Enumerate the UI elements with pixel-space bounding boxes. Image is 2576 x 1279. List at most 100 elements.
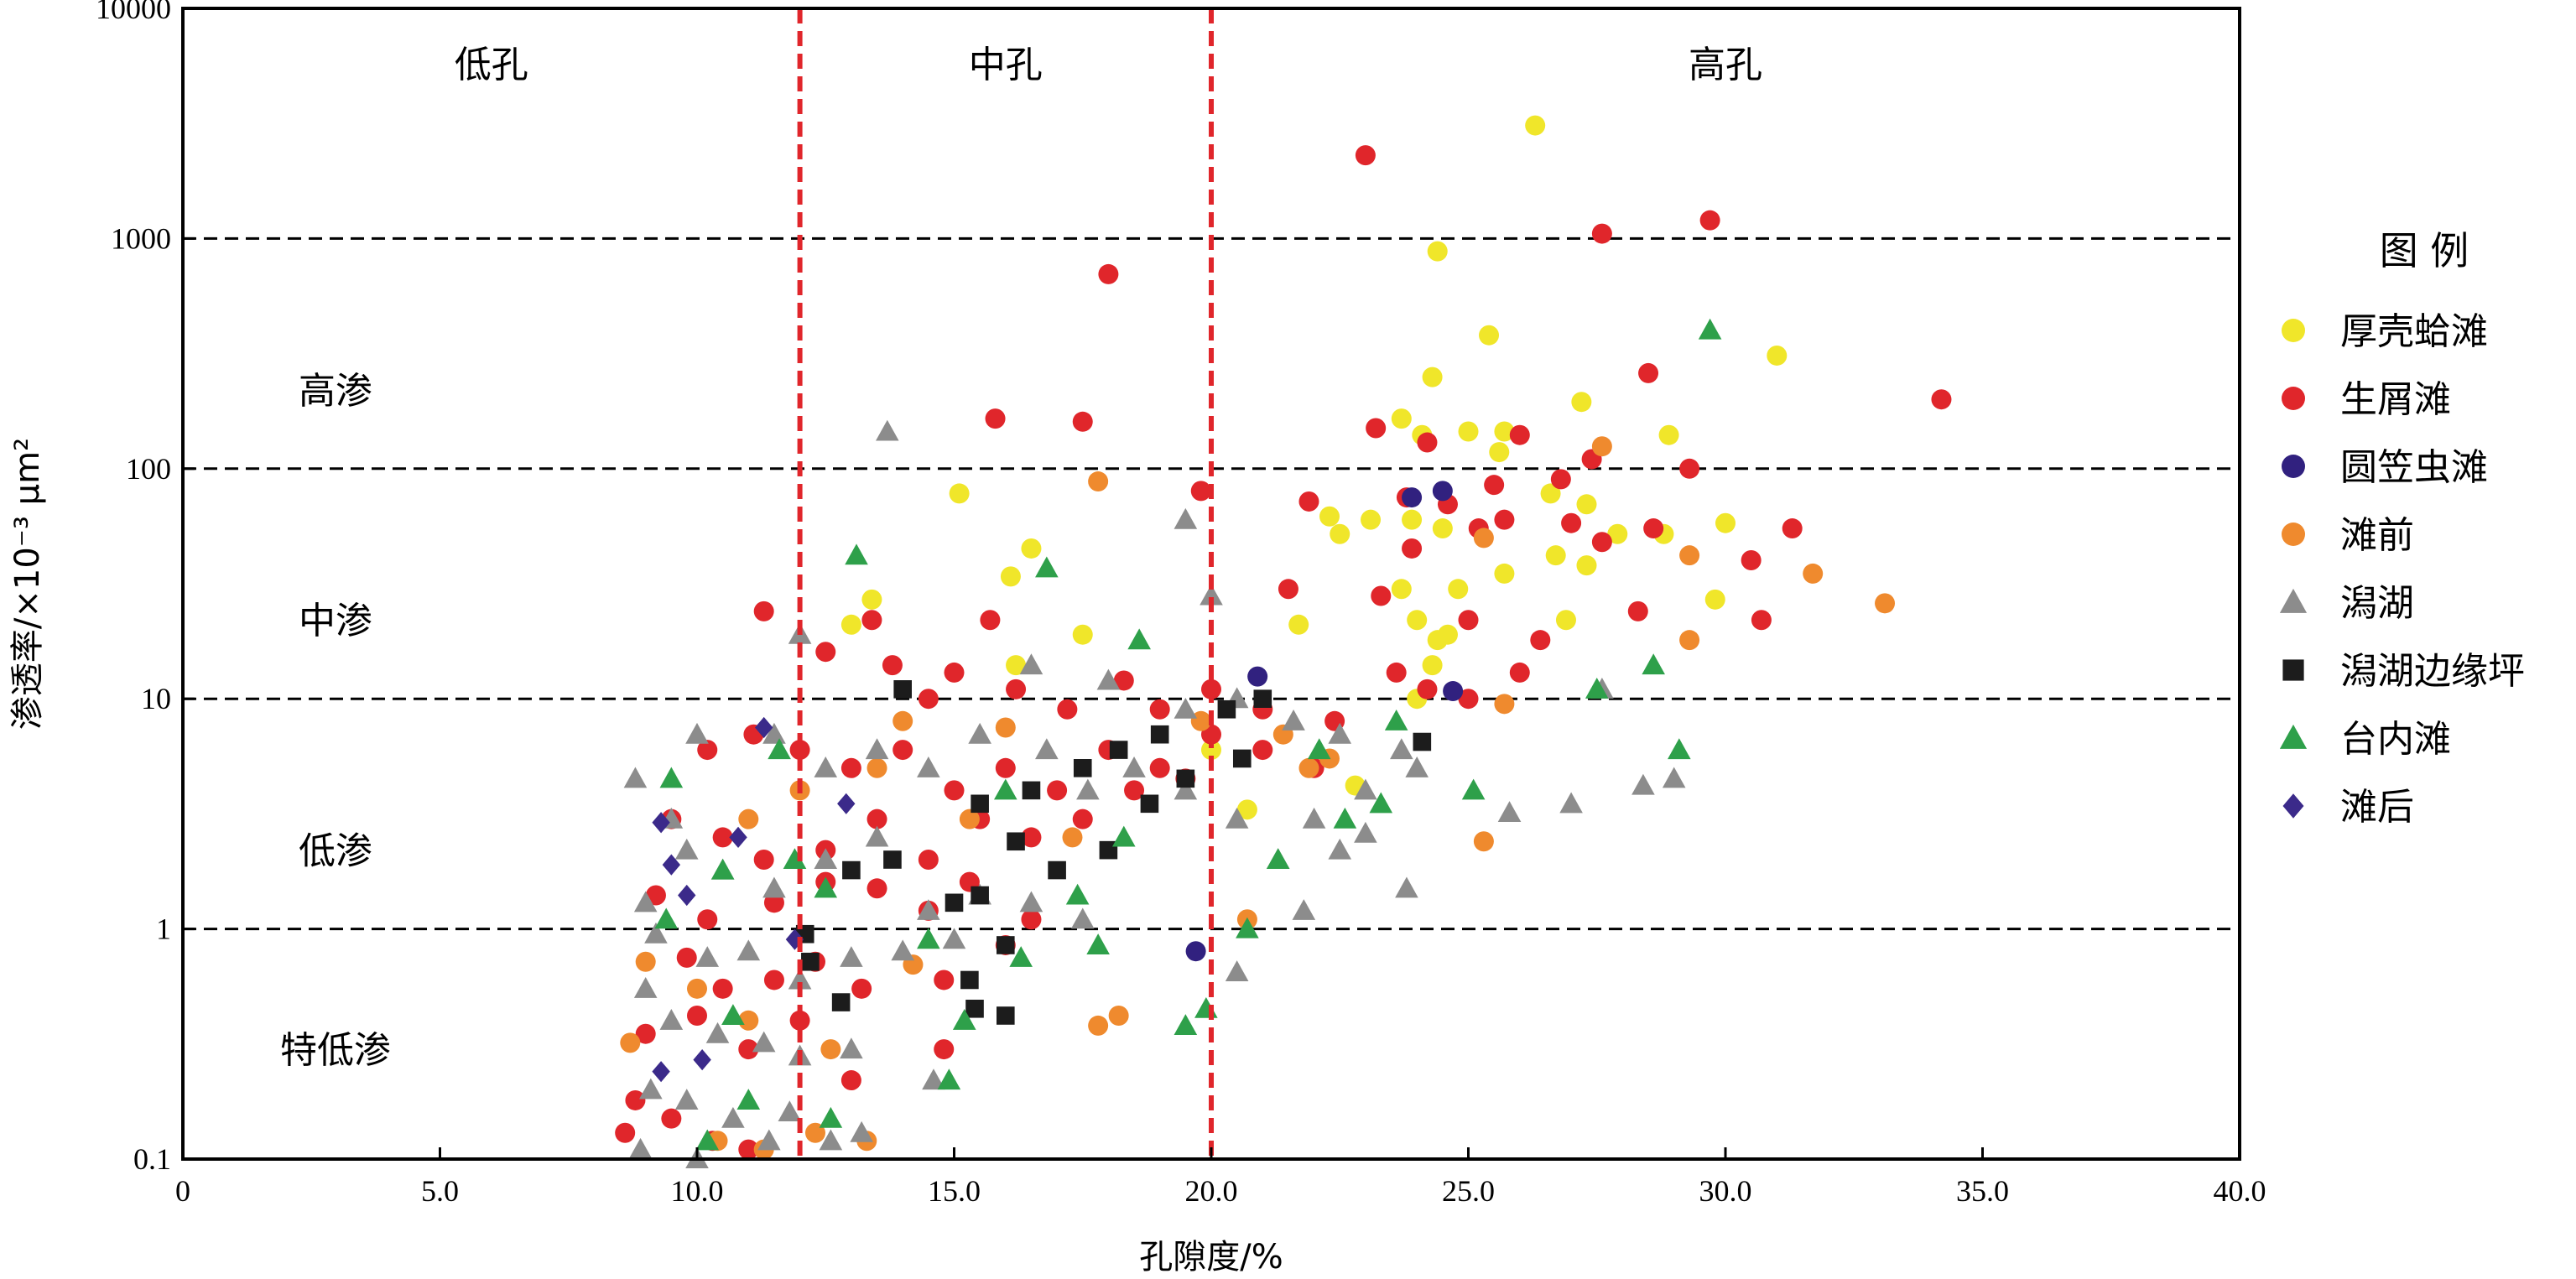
data-point [1458,421,1479,442]
data-point [1417,678,1438,699]
legend-marker [2282,319,2305,342]
data-point [820,1039,841,1060]
data-point [917,899,940,920]
data-point [944,662,965,683]
data-point [865,738,889,760]
data-point [762,722,786,744]
data-point [1190,481,1211,502]
data-point [1405,756,1429,777]
data-points [615,115,1952,1169]
data-point [1461,778,1486,800]
data-point [1072,411,1093,432]
data-point [1140,794,1159,814]
data-point [1679,630,1700,651]
data-point [752,1031,776,1053]
data-point [1555,610,1576,631]
data-point [1402,538,1423,559]
data-point [1931,389,1952,410]
data-point [861,589,882,610]
data-point [1236,799,1257,820]
data-point [917,928,940,949]
data-point [1704,589,1725,610]
data-point [918,849,939,870]
data-point [876,419,899,441]
data-point [959,808,980,829]
data-point [814,756,838,777]
legend-marker [2279,724,2308,749]
legend-title: 图 例 [2380,228,2469,273]
data-point [1354,778,1377,800]
data-point [965,999,984,1018]
data-point [652,812,670,834]
data-point [635,1023,656,1044]
y-tick-label: 10 [141,682,171,715]
data-point [1432,481,1453,502]
data-point [625,1089,646,1110]
legend-marker [2282,659,2304,681]
data-point [971,886,989,905]
legend-label: 潟湖边缘坪 [2340,650,2525,693]
data-point [1065,883,1090,905]
data-point [1174,778,1198,800]
data-point [804,1122,825,1143]
data-point [693,1049,711,1071]
data-point [1679,458,1700,479]
data-point [1185,941,1206,962]
data-point [1098,263,1119,284]
data-point [1176,769,1195,788]
data-point [831,993,851,1011]
data-point [678,884,696,907]
data-point [934,970,955,990]
data-point [1384,709,1408,730]
data-point [845,543,868,565]
data-point [1643,518,1664,539]
data-point [1072,624,1093,645]
y-tick-label: 1 [156,912,171,946]
data-point [865,825,889,847]
data-point [789,1010,810,1031]
legend-marker [2282,523,2305,546]
data-point [645,885,666,906]
data-point [1113,670,1134,691]
x-tick-label: 0 [175,1174,190,1208]
data-point [1545,545,1566,566]
data-point [1417,432,1438,453]
data-point [768,738,791,760]
data-point [1585,678,1609,699]
data-point [753,601,774,621]
data-point [1009,946,1033,967]
data-point [1253,689,1272,708]
data-point [1021,538,1042,559]
data-point [995,717,1016,738]
data-point [892,710,913,731]
data-point [1086,933,1110,955]
data-point [883,850,902,869]
data-point [1200,584,1223,606]
data-point [736,1089,761,1110]
data-point [882,655,903,676]
porosity-zone-label: 高孔 [1689,44,1762,86]
data-point [685,722,709,744]
porosity-zone-label: 中孔 [969,44,1043,86]
data-point [695,946,720,967]
data-point [639,1078,663,1100]
data-point [1591,532,1612,553]
data-point [1088,471,1109,492]
data-point [840,946,863,967]
data-point [1019,653,1043,675]
data-point [968,722,991,744]
data-point [891,939,914,961]
data-point [1391,408,1412,429]
x-tick-label: 25.0 [1442,1174,1495,1208]
data-point [934,1039,955,1060]
data-point [1591,436,1612,457]
data-point [1571,392,1592,413]
data-point [710,858,735,880]
data-point [945,893,964,912]
data-point [1432,518,1453,539]
data-point [1395,876,1418,898]
data-point [659,767,684,788]
data-point [1225,807,1249,829]
data-point [674,1089,699,1110]
legend-label: 台内滩 [2340,718,2451,761]
